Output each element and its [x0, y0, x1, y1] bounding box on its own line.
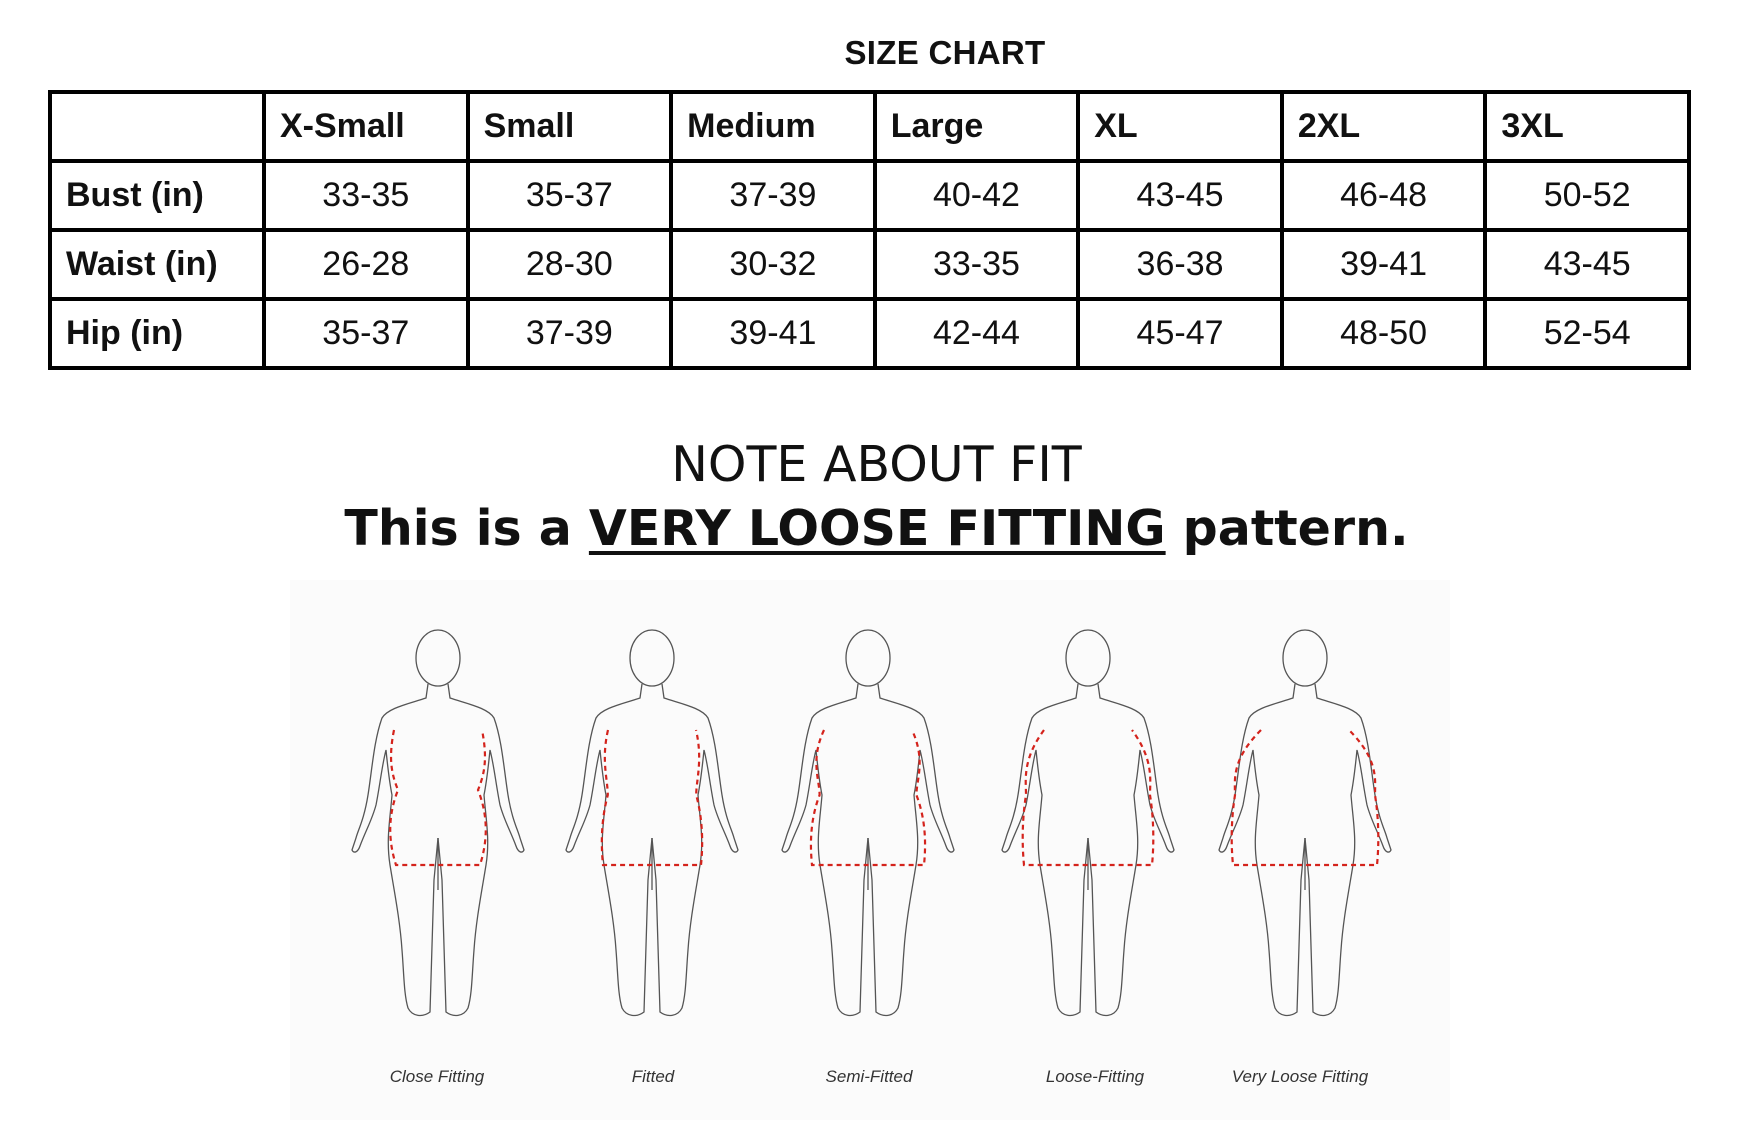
figure-outline-left — [351, 683, 439, 1017]
figure-outline-right — [1087, 683, 1175, 1017]
figure-outline-right — [651, 683, 739, 1017]
figure-outline-right — [867, 683, 955, 1017]
measurement-value: 45-47 — [1076, 297, 1284, 370]
figure-outline-right — [437, 683, 525, 1017]
body-figure — [565, 629, 739, 1017]
measurement-value: 28-30 — [465, 228, 674, 301]
measurement-value: 43-45 — [1076, 159, 1284, 232]
note-statement: This is a VERY LOOSE FITTING pattern. — [0, 500, 1744, 557]
size-column-header: Large — [872, 90, 1081, 163]
measurement-value: 48-50 — [1279, 297, 1488, 370]
measurement-value: 37-39 — [669, 159, 877, 232]
fit-label: Semi-Fitted — [825, 1067, 913, 1086]
measurement-value: 50-52 — [1483, 159, 1691, 232]
figure-head — [845, 629, 891, 687]
figure-outline-left — [1001, 683, 1089, 1017]
measurement-value: 36-38 — [1076, 228, 1284, 301]
size-column-header: 3XL — [1483, 90, 1691, 163]
body-figure — [351, 629, 525, 1017]
size-column-header: 2XL — [1279, 90, 1488, 163]
size-header-row: X-Small Small Medium Large XL 2XL 3XL — [48, 90, 1691, 163]
fit-dashed-outline — [1021, 729, 1155, 867]
note-prefix: This is a — [344, 500, 589, 557]
fit-dashed-outline — [809, 729, 927, 867]
fit-dashed-outline — [600, 729, 704, 867]
body-figure — [781, 629, 955, 1017]
measurement-value: 35-37 — [465, 159, 674, 232]
body-figure — [1218, 629, 1392, 1017]
table-row: Hip (in) 35-37 37-39 39-41 42-44 45-47 4… — [48, 297, 1691, 370]
figure-outline-right — [1304, 683, 1392, 1017]
size-chart-table: X-Small Small Medium Large XL 2XL 3XL Bu… — [48, 90, 1691, 370]
measurement-value: 39-41 — [669, 297, 877, 370]
measurement-value: 30-32 — [669, 228, 877, 301]
figure-outline-left — [1218, 683, 1306, 1017]
measurement-label: Hip (in) — [48, 297, 266, 370]
table-row: Waist (in) 26-28 28-30 30-32 33-35 36-38… — [48, 228, 1691, 301]
note-heading: NOTE ABOUT FIT — [671, 436, 1082, 493]
size-column-header: XL — [1076, 90, 1284, 163]
figure-outline-left — [565, 683, 653, 1017]
fit-dashed-outline — [389, 729, 487, 867]
measurement-value: 52-54 — [1483, 297, 1691, 370]
measurement-value: 42-44 — [872, 297, 1081, 370]
figure-head — [629, 629, 675, 687]
fit-label: Very Loose Fitting — [1231, 1067, 1369, 1086]
fit-label: Close Fitting — [389, 1067, 485, 1086]
table-row: Bust (in) 33-35 35-37 37-39 40-42 43-45 … — [48, 159, 1691, 232]
note-emphasis: VERY LOOSE FITTING — [588, 500, 1166, 557]
measurement-value: 26-28 — [262, 228, 470, 301]
corner-cell — [48, 90, 266, 163]
fit-figures-svg — [351, 629, 1392, 1017]
figure-head — [1065, 629, 1111, 687]
measurement-label: Waist (in) — [48, 228, 266, 301]
figure-head — [415, 629, 461, 687]
size-column-header: X-Small — [262, 90, 470, 163]
size-chart-title: SIZE CHART — [844, 34, 1046, 71]
measurement-value: 43-45 — [1483, 228, 1691, 301]
measurement-value: 33-35 — [262, 159, 470, 232]
measurement-value: 35-37 — [262, 297, 470, 370]
size-column-header: Small — [465, 90, 674, 163]
size-column-header: Medium — [669, 90, 877, 163]
figure-outline-left — [781, 683, 869, 1017]
note-suffix: pattern. — [1165, 500, 1409, 557]
fit-dashed-outline — [1230, 729, 1380, 867]
fit-illustration: Close Fitting Fitted Semi-Fitted Loose-F… — [290, 580, 1450, 1120]
measurement-value: 33-35 — [872, 228, 1081, 301]
body-figure — [1001, 629, 1175, 1017]
measurement-value: 39-41 — [1279, 228, 1488, 301]
figure-head — [1282, 629, 1328, 687]
measurement-value: 37-39 — [465, 297, 674, 370]
measurement-value: 46-48 — [1279, 159, 1488, 232]
measurement-value: 40-42 — [872, 159, 1081, 232]
fit-label: Loose-Fitting — [1045, 1067, 1145, 1086]
measurement-label: Bust (in) — [48, 159, 266, 232]
fit-label: Fitted — [631, 1067, 675, 1086]
